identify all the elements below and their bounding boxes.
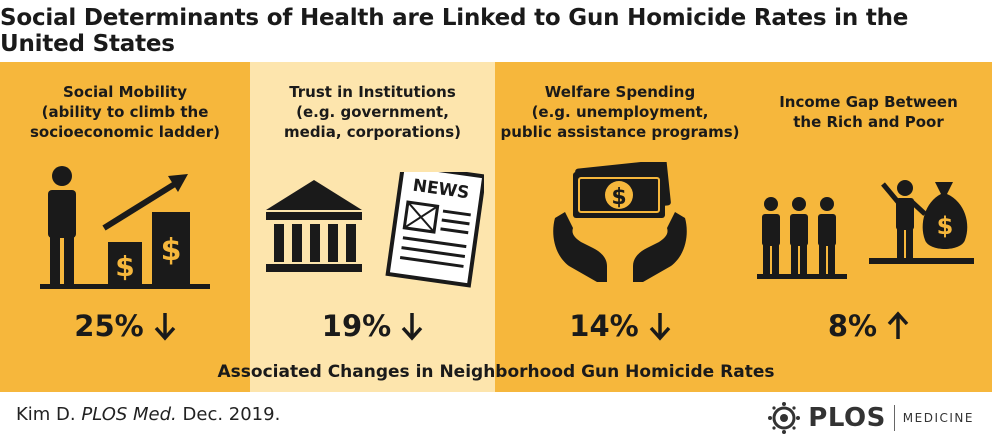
panels: Social Mobility (ability to climb the so… (0, 62, 992, 392)
arrow-down-icon (154, 313, 176, 341)
logo-divider (893, 405, 895, 431)
stat-value: 19% (321, 309, 392, 343)
stat-social-mobility: 25% (0, 309, 250, 343)
person-climbing-chart-icon: $ $ (40, 166, 210, 289)
citation-suffix: Dec. 2019. (176, 404, 281, 425)
arrow-down-icon (401, 313, 423, 341)
plos-logo-icon (768, 402, 801, 434)
panel-heading: Social Mobility (ability to climb the so… (30, 83, 220, 141)
infographic-title: Social Determinants of Health are Linked… (0, 5, 909, 57)
svg-text:$: $ (611, 185, 626, 210)
citation-prefix: Kim D. (16, 404, 82, 425)
panel-income-gap: Income Gap Between the Rich and Poor $ (745, 62, 992, 392)
arrow-down-icon (649, 313, 671, 341)
citation-journal: PLOS Med. (81, 404, 177, 425)
stat-value: 8% (827, 309, 878, 343)
logo-word: PLOS (808, 403, 886, 433)
panel-welfare-spending: Welfare Spending (e.g. unemployment, pub… (495, 62, 745, 392)
stat-value: 25% (74, 309, 144, 343)
panel-social-mobility: Social Mobility (ability to climb the so… (0, 62, 250, 392)
svg-text:$: $ (115, 250, 134, 283)
plos-logo: PLOS MEDICINE (768, 399, 974, 437)
panel-heading: Income Gap Between the Rich and Poor (779, 93, 958, 131)
caption: Associated Changes in Neighborhood Gun H… (217, 362, 775, 382)
government-building-newspaper-icon: NEWS (266, 172, 484, 288)
logo-subtitle: MEDICINE (902, 411, 974, 425)
panel-heading: Welfare Spending (e.g. unemployment, pub… (500, 83, 740, 141)
panel-trust-institutions: Trust in Institutions (e.g. government, … (250, 62, 495, 392)
stat-trust-institutions: 19% (250, 309, 495, 343)
rich-vs-poor-icon: $ (757, 180, 974, 279)
svg-text:$: $ (937, 212, 954, 240)
citation: Kim D. PLOS Med. Dec. 2019. (16, 404, 280, 425)
svg-text:$: $ (161, 233, 182, 268)
hands-holding-money-icon: $ (553, 162, 687, 282)
stat-value: 14% (569, 309, 639, 343)
panel-heading: Trust in Institutions (e.g. government, … (284, 83, 461, 141)
arrow-up-icon (887, 311, 909, 339)
stat-income-gap: 8% (745, 309, 992, 343)
stat-welfare-spending: 14% (495, 309, 745, 343)
